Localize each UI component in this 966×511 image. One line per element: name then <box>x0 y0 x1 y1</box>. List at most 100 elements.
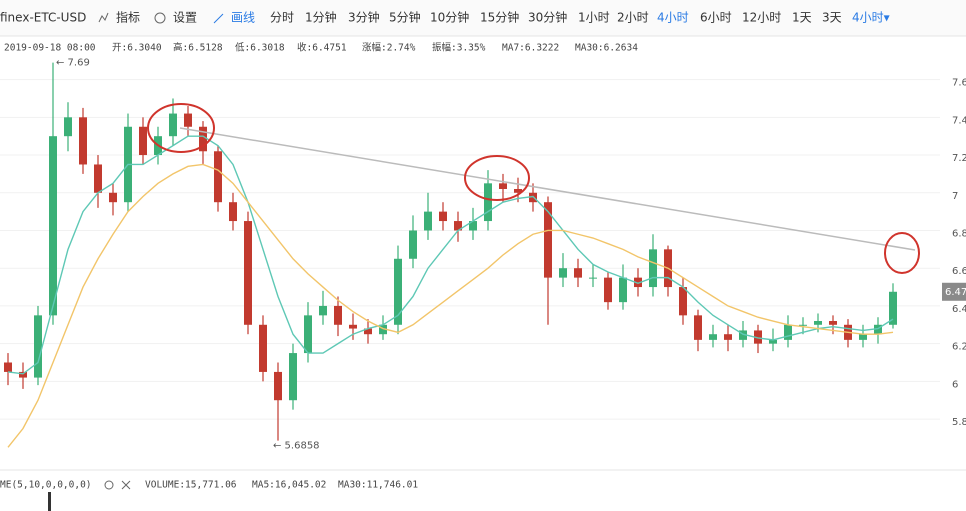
settings-icon <box>154 12 166 24</box>
candle-body <box>49 136 57 316</box>
period-button[interactable]: 5分钟 <box>389 10 421 25</box>
toolbar-icons <box>98 12 224 24</box>
candle-body <box>304 315 312 354</box>
high-annotation: ← 7.69 <box>56 58 90 69</box>
y-tick-label: 7 <box>952 191 958 202</box>
y-tick-label: 7.6 <box>952 78 966 89</box>
close-icon[interactable] <box>121 480 131 490</box>
candle-body <box>574 268 582 278</box>
moving-average-line <box>7 163 894 448</box>
candle-body <box>409 230 417 259</box>
candle-body <box>784 324 792 340</box>
candle-body <box>214 151 222 203</box>
candle-body <box>499 183 507 189</box>
candle-body <box>334 305 342 325</box>
period-button[interactable]: 1小时 <box>578 11 610 25</box>
period-button[interactable]: 15分钟 <box>480 10 519 25</box>
candle-body <box>769 339 777 344</box>
toolbar-button[interactable]: 指标 <box>116 10 140 25</box>
candle-body <box>649 249 657 288</box>
info-item: MA30:6.2634 <box>575 43 638 54</box>
candle-body <box>634 277 642 288</box>
candle-body <box>694 315 702 340</box>
candle-body <box>484 183 492 222</box>
info-item: 2019-09-18 08:00 <box>4 43 96 54</box>
candle-body <box>259 324 267 372</box>
candle-body <box>199 126 207 152</box>
moving-average-line <box>7 135 894 375</box>
candle-body <box>604 277 612 303</box>
toolbar-bg <box>0 0 966 36</box>
candle-body <box>109 192 117 203</box>
candle-body <box>34 315 42 378</box>
volume-info: MA30:11,746.01 <box>338 480 418 491</box>
candle-body <box>139 126 147 156</box>
period-button[interactable]: 3分钟 <box>348 10 380 25</box>
candle-body <box>94 164 102 193</box>
y-tick-label: 5.8 <box>952 417 966 428</box>
toolbar-button[interactable]: 设置 <box>173 11 197 25</box>
info-item: 高:6.5128 <box>173 42 223 54</box>
candle-body <box>244 221 252 325</box>
y-tick-label: 7.2 <box>952 153 966 164</box>
y-tick-label: 6 <box>952 379 958 390</box>
period-button[interactable]: 4小时▾ <box>852 11 890 25</box>
candle-body <box>4 362 12 372</box>
candle-body <box>454 221 462 231</box>
candle-body <box>424 211 432 231</box>
candle-body <box>724 334 732 340</box>
period-button[interactable]: 1天 <box>792 11 812 25</box>
candle-body <box>79 117 87 165</box>
candle-body <box>229 202 237 222</box>
y-tick-label: 6.2 <box>952 342 966 353</box>
candle-body <box>679 287 687 316</box>
candle-body <box>814 321 822 325</box>
period-button[interactable]: 12小时 <box>742 11 781 25</box>
candle-body <box>709 334 717 340</box>
info-item: 振幅:3.35% <box>432 42 486 54</box>
indicator-icon <box>98 12 109 23</box>
info-item: 开:6.3040 <box>112 43 162 54</box>
period-button[interactable]: 10分钟 <box>430 10 469 25</box>
candle-body <box>364 328 372 335</box>
toolbar-button[interactable]: 画线 <box>231 11 255 25</box>
candle-body <box>379 324 387 335</box>
candle-body <box>439 211 447 222</box>
low-annotation: ← 5.6858 <box>273 441 320 452</box>
highlight-circle <box>464 155 530 201</box>
highlight-circle <box>147 103 215 153</box>
period-button[interactable]: 1分钟 <box>305 10 337 25</box>
candle-body <box>859 334 867 340</box>
draw-icon <box>213 13 224 24</box>
last-price-label: 6.4751 <box>945 287 966 298</box>
y-tick-label: 6.4 <box>952 304 966 315</box>
plot: ← 7.69 ← 5.6858 6.4751 <box>0 58 966 452</box>
info-item: MA7:6.3222 <box>502 43 559 54</box>
candle-body <box>799 324 807 326</box>
candle-body <box>829 321 837 325</box>
info-item: 低:6.3018 <box>235 42 285 54</box>
period-button[interactable]: 3天 <box>822 11 842 25</box>
candle-body <box>469 221 477 231</box>
period-button[interactable]: 30分钟 <box>528 10 567 25</box>
period-button[interactable]: 2小时 <box>617 11 649 25</box>
candle-body <box>184 113 192 127</box>
info-item: 收:6.4751 <box>297 42 347 54</box>
period-button[interactable]: 4小时 <box>657 11 689 25</box>
candle-body <box>874 324 882 335</box>
y-tick-label: 6.8 <box>952 228 966 239</box>
highlight-circle <box>884 232 920 274</box>
trend-line <box>179 127 916 251</box>
candle-body <box>274 371 282 401</box>
info-item: 涨幅:2.74% <box>362 42 416 54</box>
symbol: finex-ETC-USD <box>0 11 86 25</box>
period-button[interactable]: 分时 <box>270 11 294 25</box>
candle-body <box>589 277 597 279</box>
y-tick-label: 7.4 <box>952 115 966 126</box>
volume-info: MA5:16,045.02 <box>252 480 326 491</box>
gear-icon[interactable] <box>104 480 114 490</box>
period-button[interactable]: 6小时 <box>700 11 732 25</box>
candle-body <box>739 330 747 340</box>
candle-body <box>754 330 762 344</box>
